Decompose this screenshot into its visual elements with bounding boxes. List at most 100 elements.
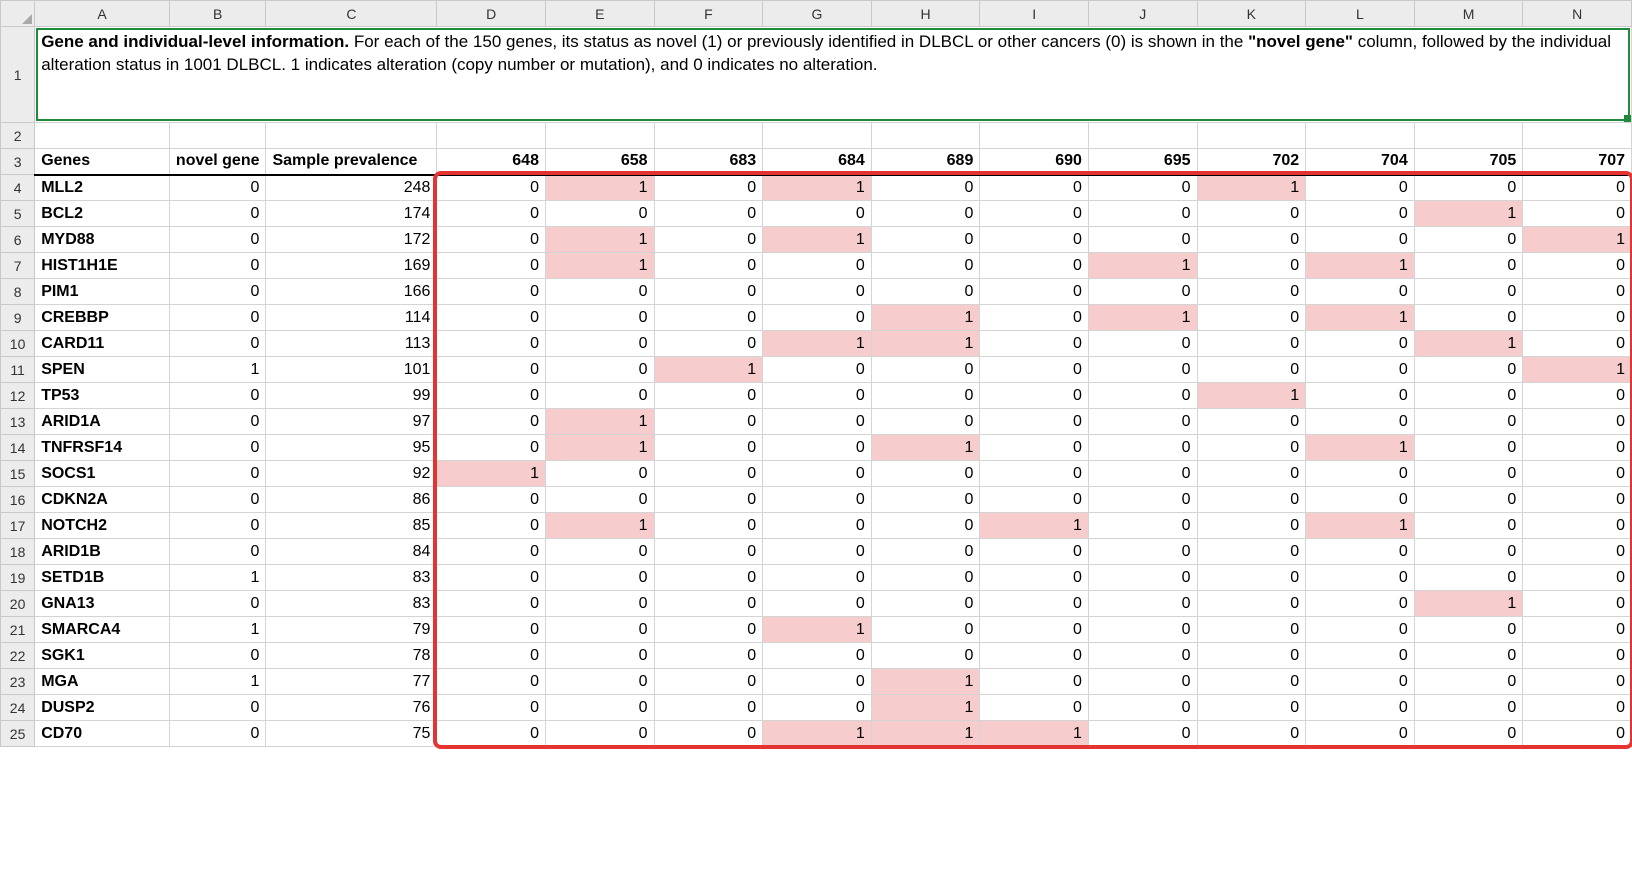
cell-E23[interactable]: 0 (545, 669, 654, 695)
header-sample-1[interactable]: 658 (545, 149, 654, 175)
cell-L12[interactable]: 0 (1306, 383, 1415, 409)
cell-H7[interactable]: 0 (871, 253, 980, 279)
cell-I17[interactable]: 1 (980, 513, 1089, 539)
cell-E16[interactable]: 0 (545, 487, 654, 513)
cell-N17[interactable]: 0 (1523, 513, 1632, 539)
header-genes[interactable]: Genes (35, 149, 170, 175)
cell-L18[interactable]: 0 (1306, 539, 1415, 565)
cell-G22[interactable]: 0 (763, 643, 872, 669)
cell-prevalence[interactable]: 86 (266, 487, 437, 513)
cell-K10[interactable]: 0 (1197, 331, 1306, 357)
cell-N22[interactable]: 0 (1523, 643, 1632, 669)
cell-prevalence[interactable]: 95 (266, 435, 437, 461)
cell-gene[interactable]: ARID1B (35, 539, 170, 565)
cell-L9[interactable]: 1 (1306, 305, 1415, 331)
cell-prevalence[interactable]: 172 (266, 227, 437, 253)
cell-H24[interactable]: 1 (871, 695, 980, 721)
cell-F7[interactable]: 0 (654, 253, 763, 279)
cell-K22[interactable]: 0 (1197, 643, 1306, 669)
col-header-N[interactable]: N (1523, 1, 1632, 27)
cell-D12[interactable]: 0 (437, 383, 546, 409)
cell-D15[interactable]: 1 (437, 461, 546, 487)
cell-M11[interactable]: 0 (1414, 357, 1523, 383)
col-header-D[interactable]: D (437, 1, 546, 27)
cell-novel[interactable]: 0 (169, 513, 266, 539)
cell-J12[interactable]: 0 (1088, 383, 1197, 409)
cell-novel[interactable]: 0 (169, 383, 266, 409)
header-sample-10[interactable]: 707 (1523, 149, 1632, 175)
cell-I16[interactable]: 0 (980, 487, 1089, 513)
cell-D17[interactable]: 0 (437, 513, 546, 539)
cell-novel[interactable]: 0 (169, 331, 266, 357)
cell-E19[interactable]: 0 (545, 565, 654, 591)
cell-L15[interactable]: 0 (1306, 461, 1415, 487)
row-header-5[interactable]: 5 (1, 201, 35, 227)
cell-K16[interactable]: 0 (1197, 487, 1306, 513)
header-sample-5[interactable]: 690 (980, 149, 1089, 175)
cell-M14[interactable]: 0 (1414, 435, 1523, 461)
cell-J21[interactable]: 0 (1088, 617, 1197, 643)
cell-novel[interactable]: 0 (169, 175, 266, 201)
row-header-22[interactable]: 22 (1, 643, 35, 669)
cell-I14[interactable]: 0 (980, 435, 1089, 461)
cell-F9[interactable]: 0 (654, 305, 763, 331)
cell-K6[interactable]: 0 (1197, 227, 1306, 253)
cell-prevalence[interactable]: 166 (266, 279, 437, 305)
cell-prevalence[interactable]: 248 (266, 175, 437, 201)
cell-F12[interactable]: 0 (654, 383, 763, 409)
cell-M17[interactable]: 0 (1414, 513, 1523, 539)
cell-J10[interactable]: 0 (1088, 331, 1197, 357)
cell-M15[interactable]: 0 (1414, 461, 1523, 487)
cell-H8[interactable]: 0 (871, 279, 980, 305)
cell-N15[interactable]: 0 (1523, 461, 1632, 487)
cell-H2[interactable] (871, 123, 980, 149)
cell-H17[interactable]: 0 (871, 513, 980, 539)
cell-G5[interactable]: 0 (763, 201, 872, 227)
cell-J15[interactable]: 0 (1088, 461, 1197, 487)
cell-G20[interactable]: 0 (763, 591, 872, 617)
cell-J7[interactable]: 1 (1088, 253, 1197, 279)
cell-gene[interactable]: CREBBP (35, 305, 170, 331)
cell-A2[interactable] (35, 123, 170, 149)
cell-L13[interactable]: 0 (1306, 409, 1415, 435)
cell-D25[interactable]: 0 (437, 721, 546, 747)
cell-J11[interactable]: 0 (1088, 357, 1197, 383)
cell-G15[interactable]: 0 (763, 461, 872, 487)
row-header-23[interactable]: 23 (1, 669, 35, 695)
cell-novel[interactable]: 0 (169, 461, 266, 487)
cell-K25[interactable]: 0 (1197, 721, 1306, 747)
cell-M21[interactable]: 0 (1414, 617, 1523, 643)
cell-gene[interactable]: HIST1H1E (35, 253, 170, 279)
cell-N4[interactable]: 0 (1523, 175, 1632, 201)
cell-J2[interactable] (1088, 123, 1197, 149)
cell-F20[interactable]: 0 (654, 591, 763, 617)
header-sample-9[interactable]: 705 (1414, 149, 1523, 175)
cell-N14[interactable]: 0 (1523, 435, 1632, 461)
cell-F21[interactable]: 0 (654, 617, 763, 643)
col-header-A[interactable]: A (35, 1, 170, 27)
cell-N18[interactable]: 0 (1523, 539, 1632, 565)
cell-I12[interactable]: 0 (980, 383, 1089, 409)
cell-E18[interactable]: 0 (545, 539, 654, 565)
col-header-B[interactable]: B (169, 1, 266, 27)
cell-N8[interactable]: 0 (1523, 279, 1632, 305)
cell-gene[interactable]: TNFRSF14 (35, 435, 170, 461)
row-header-20[interactable]: 20 (1, 591, 35, 617)
cell-J13[interactable]: 0 (1088, 409, 1197, 435)
cell-K21[interactable]: 0 (1197, 617, 1306, 643)
cell-prevalence[interactable]: 76 (266, 695, 437, 721)
cell-F11[interactable]: 1 (654, 357, 763, 383)
cell-gene[interactable]: PIM1 (35, 279, 170, 305)
cell-novel[interactable]: 1 (169, 357, 266, 383)
cell-K14[interactable]: 0 (1197, 435, 1306, 461)
cell-gene[interactable]: MLL2 (35, 175, 170, 201)
cell-N21[interactable]: 0 (1523, 617, 1632, 643)
cell-N23[interactable]: 0 (1523, 669, 1632, 695)
cell-L8[interactable]: 0 (1306, 279, 1415, 305)
cell-G8[interactable]: 0 (763, 279, 872, 305)
cell-gene[interactable]: SPEN (35, 357, 170, 383)
row-header-8[interactable]: 8 (1, 279, 35, 305)
cell-G23[interactable]: 0 (763, 669, 872, 695)
cell-M18[interactable]: 0 (1414, 539, 1523, 565)
cell-I11[interactable]: 0 (980, 357, 1089, 383)
